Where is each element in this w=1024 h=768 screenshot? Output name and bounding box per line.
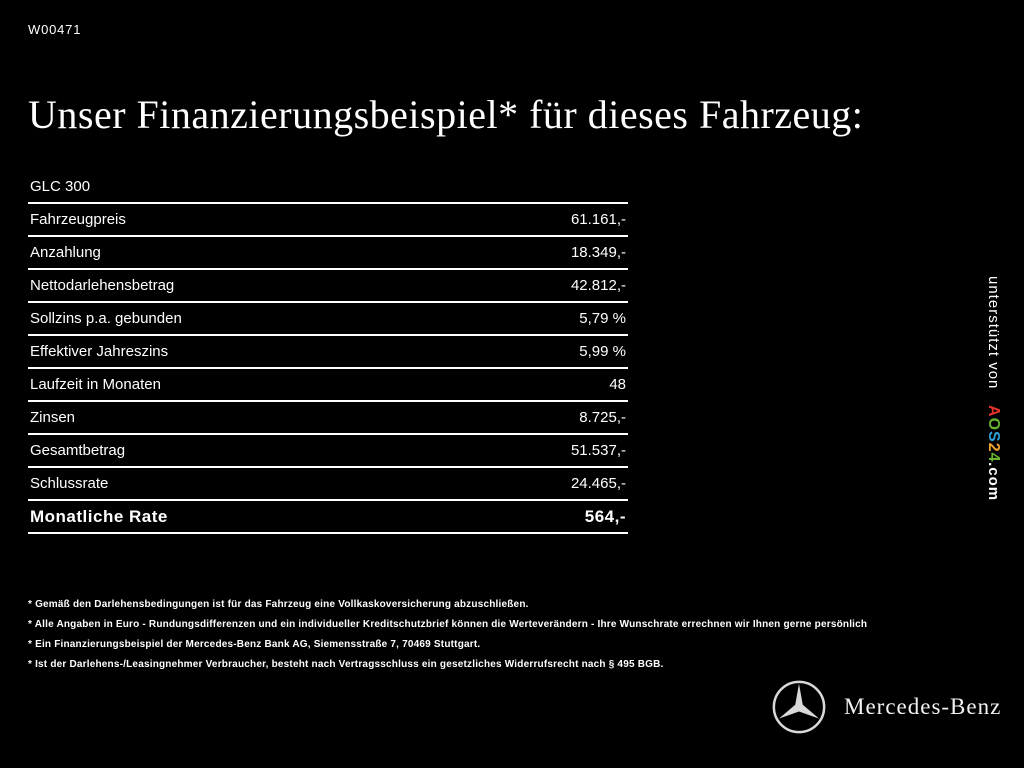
row-label: Laufzeit in Monaten [30,376,161,393]
table-row: Laufzeit in Monaten 48 [28,369,628,402]
row-value: 5,99 % [579,343,626,360]
mercedes-star-icon [770,678,828,736]
footnote: * Ein Finanzierungsbeispiel der Mercedes… [28,639,481,650]
table-row: Sollzins p.a. gebunden 5,79 % [28,303,628,336]
row-value: 51.537,- [570,442,626,459]
row-label: Sollzins p.a. gebunden [30,310,182,327]
aos-brand-letter: S [985,430,1002,443]
footnote: * Alle Angaben in Euro - Rundungsdiffere… [28,619,868,630]
row-value: 24.465,- [570,475,626,492]
table-row-model: GLC 300 [28,171,628,204]
row-value: 18.349,- [570,244,626,261]
vehicle-model: GLC 300 [30,178,91,195]
footnote: * Ist der Darlehens-/Leasingnehmer Verbr… [28,659,664,670]
table-row: Fahrzeugpreis 61.161,- [28,204,628,237]
table-row: Zinsen 8.725,- [28,402,628,435]
page-title: Unser Finanzierungsbeispiel* für dieses … [28,91,864,137]
row-value: 48 [609,376,626,393]
row-label: Gesamtbetrag [30,442,126,459]
table-row: Schlussrate 24.465,- [28,468,628,501]
row-label: Effektiver Jahreszins [30,343,169,360]
aos-brand-letter: O [985,417,1002,431]
row-value: 564,- [584,506,626,526]
footnotes: * Gemäß den Darlehensbedingungen ist für… [28,599,978,679]
row-value: 8.725,- [579,409,626,426]
supported-by-label: unterstützt von [985,276,1002,395]
table-row: Gesamtbetrag 51.537,- [28,435,628,468]
table-row: Anzahlung 18.349,- [28,237,628,270]
row-label: Schlussrate [30,475,109,492]
reference-code: W00471 [28,22,82,37]
mercedes-benz-wordmark: Mercedes-Benz [844,694,1002,719]
aos-brand-letter: 4 [985,452,1002,463]
table-row-monthly-rate: Monatliche Rate 564,- [28,501,628,534]
aos-brand-letter: A [985,404,1002,418]
table-row: Nettodarlehensbetrag 42.812,- [28,270,628,303]
finance-table: GLC 300 Fahrzeugpreis 61.161,- Anzahlung… [28,171,628,534]
aos-brand-suffix: .com [985,462,1002,502]
row-value: 42.812,- [570,277,626,294]
row-value: 61.161,- [570,211,626,228]
aos-brand-letter: 2 [985,442,1002,453]
table-row: Effektiver Jahreszins 5,99 % [28,336,628,369]
row-label: Monatliche Rate [30,506,168,526]
aos-brand: AOS24 [985,405,1002,463]
row-label: Fahrzeugpreis [30,211,126,228]
row-label: Zinsen [30,409,76,426]
footnote: * Gemäß den Darlehensbedingungen ist für… [28,599,529,610]
supported-by-credit: unterstützt von AOS24.com [984,276,1002,501]
row-value: 5,79 % [579,310,626,327]
row-label: Nettodarlehensbetrag [30,277,175,294]
row-label: Anzahlung [30,244,101,261]
